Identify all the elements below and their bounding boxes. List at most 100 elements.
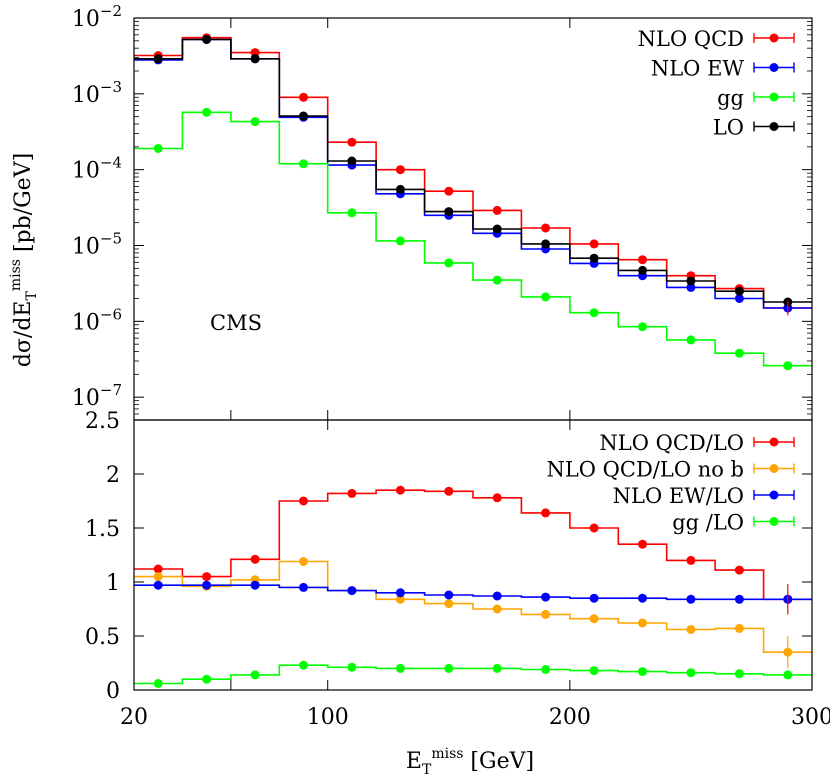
bottom-point [734,623,744,633]
top-point [734,294,744,303]
top-point [395,165,405,175]
bottom-y-tick-label: 0 [106,679,120,704]
top-point [395,184,405,194]
top-legend-swatch-dot [769,33,779,43]
bottom-point [589,666,599,676]
top-point [686,335,696,345]
bottom-point [395,663,405,673]
bottom-y-tick-label: 2 [106,463,120,488]
top-y-tick-label: 10−6 [72,305,122,335]
bottom-point [153,580,163,590]
bottom-point [686,555,696,565]
bottom-point [250,580,260,590]
top-legend-swatch-dot [769,92,779,102]
bottom-point [686,625,696,634]
top-point [638,255,647,265]
top-point [492,275,502,285]
bottom-legend-swatch-dot [769,517,779,526]
top-point [783,361,793,371]
top-y-tick-label: 10−2 [72,2,122,32]
top-legend-label: NLO EW [651,57,745,81]
top-point [250,54,260,64]
bottom-point [444,599,454,609]
bottom-point [589,523,599,533]
top-point [299,111,308,121]
bottom-legend-label: gg /LO [672,511,744,535]
top-point [347,156,357,166]
top-point [589,239,599,249]
bottom-point [589,593,599,603]
bottom-point [395,588,405,598]
top-series-3 [134,35,812,307]
bottom-point [153,679,163,688]
top-point [589,253,599,263]
x-axis-title: ETmiss [GeV] [406,746,534,778]
bottom-point [299,582,308,592]
top-point [541,223,551,233]
bottom-point [153,572,163,582]
bottom-point [299,557,308,566]
top-series-2 [134,107,812,371]
top-y-tick-label: 10−4 [72,154,122,184]
top-y-tick-label: 10−5 [72,230,122,260]
top-point [638,322,647,332]
top-point [250,48,260,58]
top-y-tick-label: 10−7 [72,381,122,411]
bottom-point [444,590,454,600]
top-point [638,265,647,275]
bottom-x-tick-label: 300 [791,705,830,730]
bottom-point [347,586,357,596]
bottom-x-tick-label: 100 [307,705,349,730]
top-point [686,276,696,286]
top-point [347,137,357,147]
top-point [299,159,308,169]
top-point [250,117,260,127]
top-point [202,35,212,44]
bottom-point [638,539,647,549]
top-point [347,208,357,218]
bottom-step-line-3 [134,664,812,685]
bottom-legend-label: NLO QCD/LO no b [546,458,744,482]
top-legend-swatch-dot [769,122,779,131]
bottom-point [541,609,551,619]
top-legend-label: NLO QCD [638,27,744,51]
bottom-point [347,662,357,672]
bottom-legend-swatch-dot [769,437,779,447]
bottom-step-line-2 [134,584,812,601]
bottom-point [202,580,212,590]
top-point [395,236,405,246]
bottom-point [444,663,454,673]
top-legend-label: LO [713,116,744,140]
top-legend-swatch-dot [769,63,779,72]
bottom-point [541,665,551,674]
bottom-legend-label: NLO QCD/LO [599,431,744,455]
top-point [734,286,744,296]
top-panel: 10−2 10−3 10−4 10−5 10−6 10−7 NLO QCD NLO EW gg L… [72,2,813,421]
bottom-point [541,592,551,602]
top-point [444,207,454,217]
bottom-point [202,572,212,582]
top-point [589,308,599,318]
bottom-x-tick-label: 200 [549,705,591,730]
top-legend-label: gg [717,86,744,110]
bottom-point [638,667,647,677]
bottom-plot-frame [133,419,813,691]
top-point [299,92,308,102]
bottom-point [734,669,744,679]
svg-text:ETmiss [GeV]: ETmiss [GeV] [406,746,534,778]
top-point [541,292,551,302]
bottom-legend-swatch-dot [769,464,779,473]
top-point [686,282,696,292]
bottom-y-tick-label: 1 [106,571,120,596]
bottom-point [395,594,405,604]
bottom-point [589,614,599,624]
bottom-y-tick-label: 1.5 [85,517,120,542]
bottom-series-2 [134,580,812,604]
top-point [444,258,454,268]
y-axis-title: dσ/dETmiss [pb/GeV] [8,153,40,367]
bottom-point [250,554,260,564]
bottom-point [492,604,502,614]
top-point [541,239,551,249]
